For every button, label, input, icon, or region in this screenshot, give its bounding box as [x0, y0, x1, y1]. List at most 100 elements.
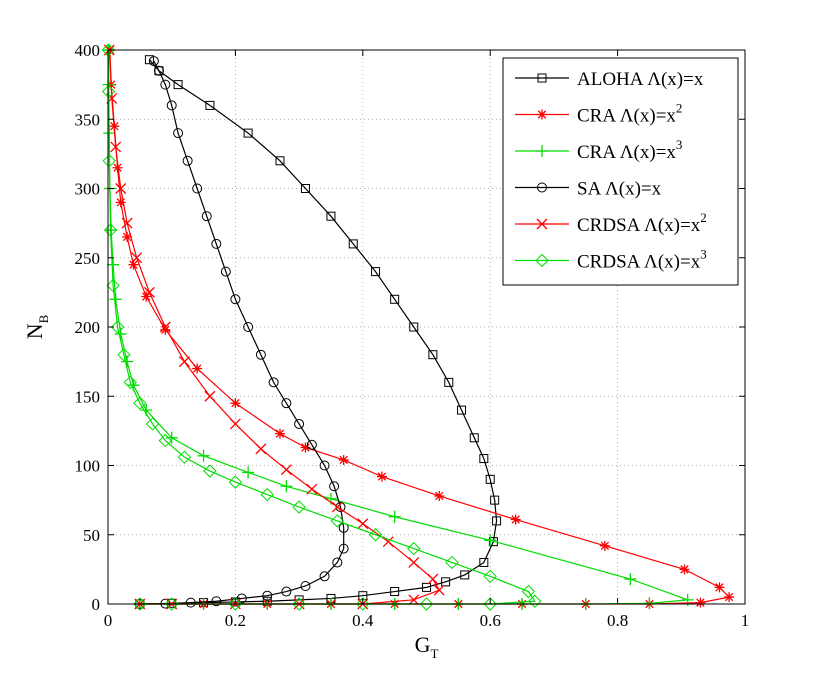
data-point: [165, 431, 178, 444]
data-point: [419, 597, 434, 611]
y-axis-label: NB: [22, 314, 51, 339]
data-point: [102, 154, 116, 168]
data-point: [275, 156, 285, 166]
data-point: [338, 543, 349, 554]
data-point: [332, 557, 343, 568]
data-point: [300, 184, 310, 193]
data-point: [537, 109, 547, 120]
series-line: [139, 60, 345, 605]
legend-box: [502, 57, 739, 286]
legend-entry: CRA Λ(x)=x3: [515, 137, 682, 163]
data-point: [428, 350, 438, 360]
series-0: [135, 55, 502, 609]
data-point: [457, 405, 467, 415]
y-tick-label: 100: [75, 457, 101, 476]
data-point: [292, 500, 306, 514]
data-point: [115, 183, 127, 194]
data-point: [228, 475, 243, 489]
data-point: [521, 584, 536, 599]
data-point: [300, 442, 311, 453]
data-point: [153, 65, 164, 76]
data-point: [205, 100, 215, 110]
data-point: [201, 211, 212, 222]
data-point: [177, 450, 192, 464]
data-point: [724, 592, 735, 603]
data-point: [158, 433, 173, 448]
legend-label: CRDSA Λ(x)=x3: [577, 247, 707, 273]
data-point: [356, 597, 370, 611]
data-point: [143, 286, 155, 298]
data-point: [133, 597, 147, 611]
data-point: [229, 418, 241, 430]
data-point: [695, 597, 706, 608]
data-point: [371, 267, 381, 277]
legend-label: CRDSA Λ(x)=x2: [577, 210, 707, 236]
data-point: [535, 253, 549, 268]
series-line: [139, 59, 498, 605]
series-3: [134, 56, 349, 609]
data-point: [115, 197, 126, 208]
data-point: [160, 79, 171, 90]
data-point: [330, 514, 345, 528]
data-point: [306, 439, 317, 450]
data-point: [268, 377, 279, 388]
data-point: [643, 597, 656, 610]
data-point: [479, 557, 489, 567]
data-point: [408, 594, 420, 606]
data-point: [141, 291, 152, 302]
data-point: [433, 584, 445, 596]
data-point: [306, 483, 318, 495]
data-point: [536, 145, 548, 157]
data-point: [133, 396, 147, 410]
series-4: [103, 44, 445, 610]
data-point: [164, 597, 179, 611]
legend-entry: CRDSA Λ(x)=x3: [515, 247, 707, 273]
x-tick-label: 0.2: [225, 611, 246, 630]
y-tick-label: 200: [75, 318, 101, 337]
data-point: [510, 514, 521, 525]
data-point: [106, 278, 120, 293]
data-point: [281, 586, 292, 597]
data-point: [160, 324, 171, 335]
data-point: [197, 449, 210, 462]
data-point: [173, 80, 183, 90]
data-point: [483, 569, 497, 584]
data-point: [274, 428, 285, 439]
data-point: [679, 564, 690, 575]
legend-label: SA Λ(x)=x: [577, 179, 662, 200]
data-point: [242, 466, 255, 479]
data-point: [117, 347, 131, 362]
legend-label: ALOHA Λ(x)=x: [577, 69, 704, 90]
data-point: [230, 398, 241, 409]
data-point: [536, 218, 548, 230]
x-tick-label: 0.8: [607, 611, 628, 630]
data-point: [236, 593, 247, 604]
data-point: [121, 217, 133, 229]
data-point: [300, 580, 311, 591]
data-point: [445, 555, 459, 570]
data-point: [112, 162, 123, 173]
data-point: [528, 594, 542, 608]
data-point: [407, 541, 421, 556]
data-point: [280, 464, 292, 476]
data-point: [329, 481, 340, 492]
data-point: [128, 259, 139, 270]
data-point: [110, 320, 125, 334]
legend-entry: CRDSA Λ(x)=x2: [515, 210, 707, 236]
data-point: [460, 570, 470, 580]
data-point: [338, 454, 349, 465]
data-point: [107, 258, 120, 271]
data-point: [220, 266, 231, 277]
data-point: [388, 510, 401, 523]
data-point: [319, 460, 330, 471]
data-point: [159, 321, 171, 333]
data-point: [294, 418, 305, 429]
data-point: [148, 56, 159, 67]
legend-label: CRA Λ(x)=x3: [577, 137, 682, 163]
data-point: [485, 474, 495, 484]
x-axis-label: GT: [415, 632, 439, 661]
data-point: [260, 487, 274, 502]
y-tick-label: 350: [75, 110, 101, 129]
x-tick-label: 0.4: [352, 611, 374, 630]
data-point: [178, 356, 190, 368]
